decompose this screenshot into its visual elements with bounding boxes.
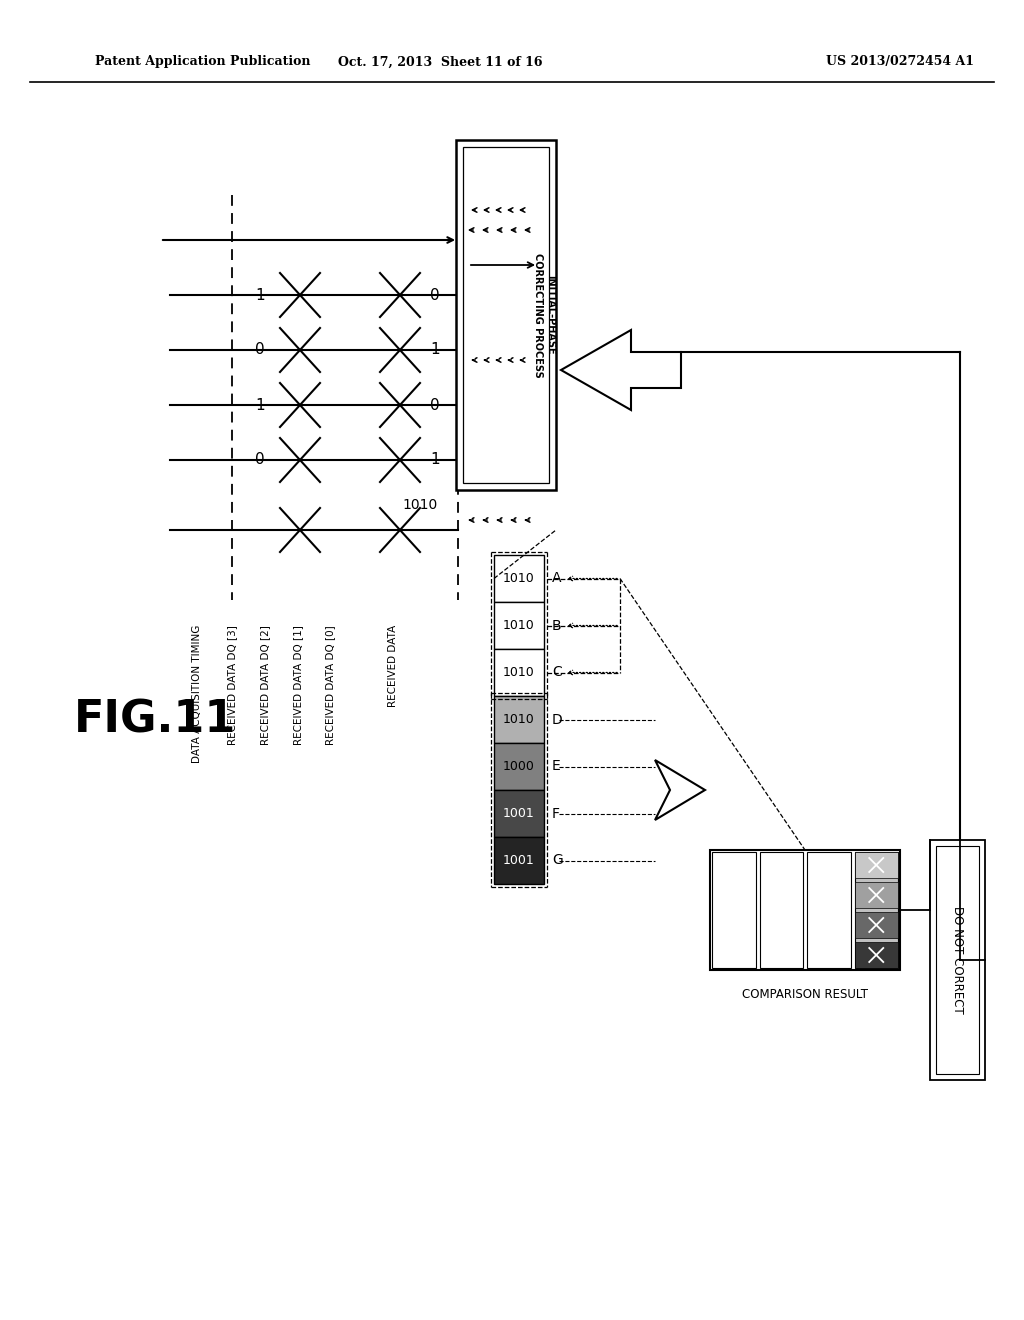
Bar	[494, 837, 544, 884]
Text: 1010: 1010	[503, 667, 535, 678]
Text: RECEIVED DATA: RECEIVED DATA	[388, 624, 398, 708]
Bar	[760, 851, 803, 968]
Text: DO NOT CORRECT: DO NOT CORRECT	[951, 906, 964, 1014]
Text: 1: 1	[430, 342, 440, 358]
Text: DATA ACQUISITION TIMING: DATA ACQUISITION TIMING	[193, 624, 202, 763]
Text: G: G	[552, 854, 563, 867]
Text: 0: 0	[430, 288, 440, 302]
Bar	[854, 942, 898, 968]
Bar	[930, 840, 985, 1080]
Bar	[712, 851, 756, 968]
Bar	[494, 649, 544, 696]
Text: C: C	[552, 665, 562, 680]
Text: 1: 1	[255, 397, 265, 412]
Polygon shape	[561, 330, 681, 411]
Text: 1010: 1010	[402, 498, 437, 512]
Text: US 2013/0272454 A1: US 2013/0272454 A1	[826, 55, 974, 69]
Text: 1010: 1010	[503, 619, 535, 632]
Text: 0: 0	[255, 342, 265, 358]
Text: COMPARISON RESULT: COMPARISON RESULT	[742, 987, 868, 1001]
Text: F: F	[552, 807, 560, 821]
Text: RECEIVED DATA DQ [2]: RECEIVED DATA DQ [2]	[260, 624, 270, 744]
Bar	[807, 851, 851, 968]
Text: Oct. 17, 2013  Sheet 11 of 16: Oct. 17, 2013 Sheet 11 of 16	[338, 55, 543, 69]
Polygon shape	[655, 760, 705, 820]
Text: RECEIVED DATA DQ [0]: RECEIVED DATA DQ [0]	[325, 624, 335, 744]
Text: A: A	[552, 572, 561, 586]
Text: 1001: 1001	[503, 854, 535, 867]
Text: 1: 1	[255, 288, 265, 302]
Text: Patent Application Publication: Patent Application Publication	[95, 55, 310, 69]
Text: 1001: 1001	[503, 807, 535, 820]
Text: 0: 0	[255, 453, 265, 467]
Text: RECEIVED DATA DQ [1]: RECEIVED DATA DQ [1]	[293, 624, 303, 744]
Text: INITIAL-PHASE
CORRECTING PROCESS: INITIAL-PHASE CORRECTING PROCESS	[534, 252, 555, 378]
Text: B: B	[552, 619, 561, 632]
Bar	[854, 851, 898, 878]
Text: 1010: 1010	[503, 713, 535, 726]
Text: RECEIVED DATA DQ [3]: RECEIVED DATA DQ [3]	[227, 624, 237, 744]
Bar	[494, 789, 544, 837]
Text: 0: 0	[430, 397, 440, 412]
Bar	[854, 912, 898, 939]
Bar	[463, 147, 549, 483]
Text: E: E	[552, 759, 561, 774]
Text: 1: 1	[430, 453, 440, 467]
Text: 1000: 1000	[503, 760, 535, 774]
Bar	[854, 882, 898, 908]
Text: D: D	[552, 713, 563, 726]
Text: FIG.11: FIG.11	[74, 698, 237, 742]
Bar	[854, 851, 898, 968]
Bar	[494, 696, 544, 743]
Bar	[494, 743, 544, 789]
Bar	[936, 846, 979, 1074]
Bar	[494, 602, 544, 649]
Bar	[710, 850, 900, 970]
Text: 1010: 1010	[503, 572, 535, 585]
Bar	[494, 554, 544, 602]
Bar	[456, 140, 556, 490]
